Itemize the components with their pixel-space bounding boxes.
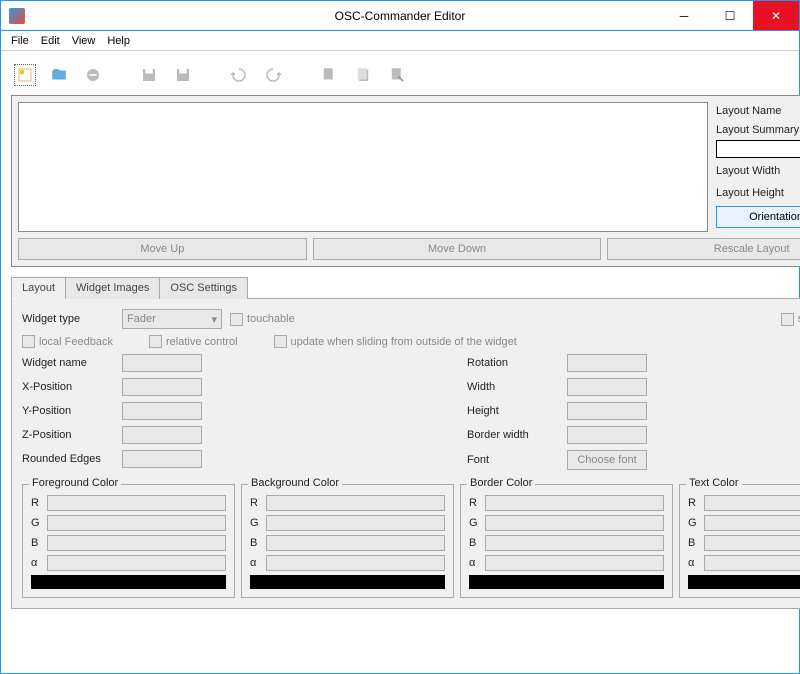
rotation-label: Rotation (467, 357, 559, 369)
text-color-group: Text Color R G B α (679, 484, 800, 598)
menu-file[interactable]: File (5, 33, 35, 49)
background-color-group: Background Color R G B α (241, 484, 454, 598)
menu-view[interactable]: View (66, 33, 102, 49)
width-label: Width (467, 381, 559, 393)
open-icon[interactable] (49, 65, 69, 85)
border-g-input[interactable] (485, 515, 664, 531)
content: Layout Name Layout Summary Layout Width … (1, 51, 799, 673)
layout-name-label: Layout Name (716, 105, 800, 117)
height-label: Height (467, 405, 559, 417)
menu-help[interactable]: Help (101, 33, 136, 49)
choose-font-button[interactable]: Choose font (567, 450, 647, 470)
border-swatch[interactable] (469, 575, 664, 589)
border-width-input[interactable] (567, 426, 647, 444)
save-icon[interactable] (139, 65, 159, 85)
fg-b-input[interactable] (47, 535, 226, 551)
local-feedback-checkbox[interactable]: local Feedback (22, 335, 113, 348)
height-input[interactable] (567, 402, 647, 420)
bg-r-input[interactable] (266, 495, 445, 511)
left-column: Layout Name Layout Summary Layout Width … (11, 61, 800, 663)
new-icon[interactable] (15, 65, 35, 85)
update-sliding-checkbox[interactable]: update when sliding from outside of the … (274, 335, 517, 348)
move-down-button[interactable]: Move Down (313, 238, 602, 260)
border-color-group: Border Color R G B α (460, 484, 673, 598)
layout-width-label: Layout Width (716, 165, 800, 177)
fg-a-input[interactable] (47, 555, 226, 571)
x-position-input[interactable] (122, 378, 202, 396)
border-b-input[interactable] (485, 535, 664, 551)
rescale-button[interactable]: Rescale Layout (607, 238, 800, 260)
relative-control-checkbox[interactable]: relative control (149, 335, 238, 348)
y-position-label: Y-Position (22, 405, 114, 417)
layout-height-label: Layout Height (716, 187, 800, 199)
foreground-color-group: Foreground Color R G B α (22, 484, 235, 598)
tab-osc-settings[interactable]: OSC Settings (159, 277, 248, 299)
menubar: File Edit View Help (1, 31, 799, 51)
toolbar (11, 61, 800, 89)
copy-icon[interactable] (319, 65, 339, 85)
tab-layout[interactable]: Layout (11, 277, 66, 299)
border-a-input[interactable] (485, 555, 664, 571)
delete-icon[interactable] (83, 65, 103, 85)
tab-group: Layout Widget Images OSC Settings Widget… (11, 273, 800, 609)
widget-type-label: Widget type (22, 313, 114, 325)
border-r-input[interactable] (485, 495, 664, 511)
width-input[interactable] (567, 378, 647, 396)
widget-name-label: Widget name (22, 357, 114, 369)
undo-icon[interactable] (229, 65, 249, 85)
y-position-input[interactable] (122, 402, 202, 420)
x-position-label: X-Position (22, 381, 114, 393)
text-a-input[interactable] (704, 555, 800, 571)
touchable-checkbox[interactable]: touchable (230, 313, 295, 326)
fg-g-input[interactable] (47, 515, 226, 531)
text-g-input[interactable] (704, 515, 800, 531)
font-label: Font (467, 454, 559, 466)
z-position-input[interactable] (122, 426, 202, 444)
cut-icon[interactable] (387, 65, 407, 85)
layout-summary-label: Layout Summary (716, 124, 799, 136)
border-width-label: Border width (467, 429, 559, 441)
app-icon (9, 8, 25, 24)
layout-panel: Layout Name Layout Summary Layout Width … (11, 95, 800, 267)
z-position-label: Z-Position (22, 429, 114, 441)
move-up-button[interactable]: Move Up (18, 238, 307, 260)
bg-a-input[interactable] (266, 555, 445, 571)
widget-name-input[interactable] (122, 354, 202, 372)
fg-swatch[interactable] (31, 575, 226, 589)
redo-icon[interactable] (263, 65, 283, 85)
fg-r-input[interactable] (47, 495, 226, 511)
app-window: OSC-Commander Editor ─ ☐ ✕ File Edit Vie… (0, 0, 800, 674)
close-button[interactable]: ✕ (753, 1, 799, 30)
orientation-button[interactable]: Orientation: Landscape (716, 206, 800, 228)
rounded-edges-label: Rounded Edges (22, 453, 114, 465)
text-b-input[interactable] (704, 535, 800, 551)
rounded-edges-input[interactable] (122, 450, 202, 468)
paste-icon[interactable] (353, 65, 373, 85)
chevron-down-icon: ▾ (211, 313, 217, 326)
menu-edit[interactable]: Edit (35, 33, 66, 49)
layout-fields: Layout Name Layout Summary Layout Width … (716, 102, 800, 232)
layout-listbox[interactable] (18, 102, 708, 232)
text-r-input[interactable] (704, 495, 800, 511)
titlebar: OSC-Commander Editor ─ ☐ ✕ (1, 1, 799, 31)
bg-g-input[interactable] (266, 515, 445, 531)
save-as-icon[interactable] (173, 65, 193, 85)
maximize-button[interactable]: ☐ (707, 1, 753, 30)
tab-widget-images[interactable]: Widget Images (65, 277, 160, 299)
text-swatch[interactable] (688, 575, 800, 589)
rotation-input[interactable] (567, 354, 647, 372)
bg-swatch[interactable] (250, 575, 445, 589)
show-name-checkbox[interactable]: show name (781, 313, 800, 326)
window-title: OSC-Commander Editor (335, 9, 466, 23)
widget-type-select[interactable]: Fader▾ (122, 309, 222, 329)
layout-summary-input[interactable] (716, 140, 800, 158)
tab-content: Widget type Fader▾ touchable show name l… (11, 298, 800, 609)
color-groups: Foreground Color R G B α Background Colo… (22, 484, 800, 598)
bg-b-input[interactable] (266, 535, 445, 551)
minimize-button[interactable]: ─ (661, 1, 707, 30)
window-controls: ─ ☐ ✕ (661, 1, 799, 30)
